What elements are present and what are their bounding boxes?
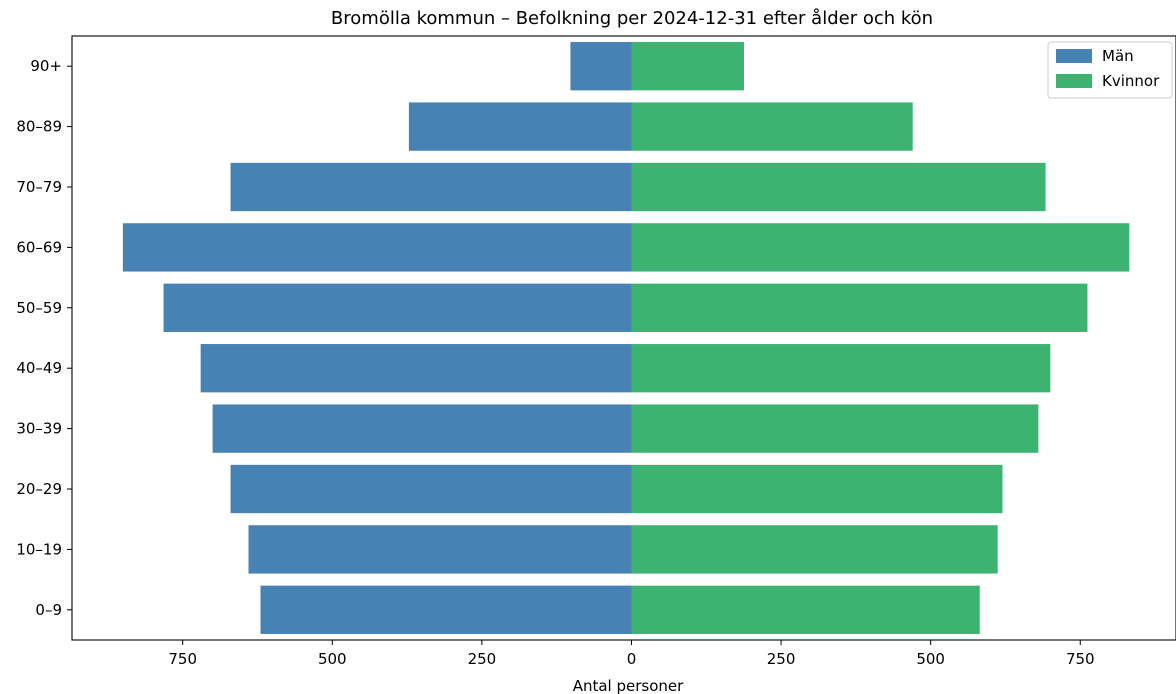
bar-woman-4 [631,344,1051,393]
legend: Män Kvinnor [1047,41,1173,99]
bar-man-0 [260,585,632,634]
y-tick-label: 60–69 [16,238,62,256]
bar-man-7 [230,162,632,212]
legend-label-woman: Kvinnor [1102,72,1160,90]
bar-woman-8 [631,102,913,151]
bar-man-9 [570,42,632,91]
legend-label-man: Män [1102,47,1134,65]
y-tick-label: 10–19 [16,540,62,558]
bar-man-6 [122,223,632,272]
bar-woman-6 [631,223,1130,272]
bars-group [122,42,1130,634]
bar-man-5 [163,283,632,332]
x-tick-label: 250 [767,650,796,668]
plot-frame [71,35,1176,641]
y-tick-label: 0–9 [35,601,62,619]
bar-man-8 [408,102,632,151]
y-tick-label: 70–79 [16,178,62,196]
bar-woman-2 [631,464,1003,514]
x-tick-label: 500 [916,650,945,668]
bar-woman-0 [631,585,980,634]
bar-man-2 [230,464,632,514]
y-tick-label: 30–39 [16,420,62,438]
y-tick-label: 80–89 [16,118,62,136]
x-axis-label: Antal personer [573,677,684,694]
bar-woman-9 [631,42,744,91]
bar-man-3 [212,404,632,453]
x-tick-label: 250 [468,650,497,668]
y-tick-label: 20–29 [16,480,62,498]
bar-man-1 [248,525,632,574]
legend-swatch-woman [1056,74,1092,88]
bar-woman-1 [631,525,998,574]
x-tick-label: 500 [318,650,347,668]
y-tick-label: 90+ [30,57,62,75]
x-tick-label: 0 [627,650,637,668]
bar-woman-7 [631,162,1046,212]
bar-woman-5 [631,283,1088,332]
bar-man-4 [200,344,632,393]
bar-woman-3 [631,404,1039,453]
chart-title: Bromölla kommun – Befolkning per 2024-12… [331,8,933,29]
legend-swatch-man [1056,49,1092,63]
x-tick-label: 750 [168,650,197,668]
y-axis: 0–9 10–19 20–29 30–39 40–49 50–59 60–69 70–79 80… [16,57,72,619]
x-axis: 750 500 250 0 250 500 750 [168,640,1095,668]
y-tick-label: 40–49 [16,359,62,377]
x-tick-label: 750 [1066,650,1095,668]
y-tick-label: 50–59 [16,299,62,317]
